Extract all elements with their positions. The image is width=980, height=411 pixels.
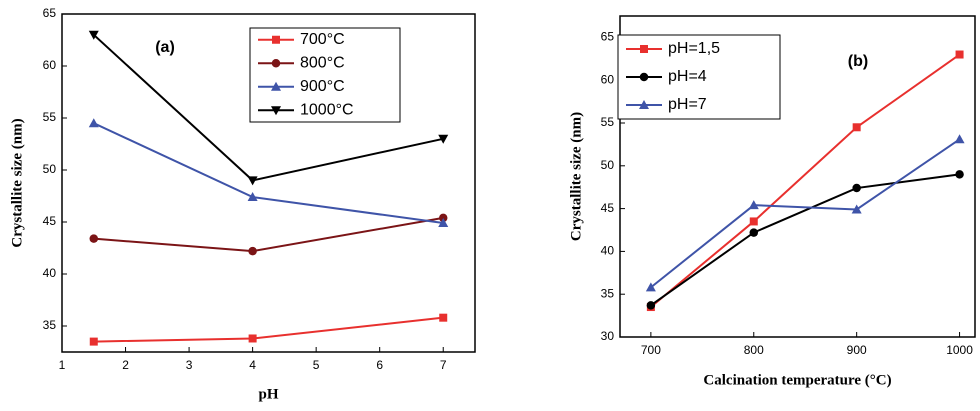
legend-label: pH=1,5 bbox=[668, 40, 720, 57]
x-tick-label: 2 bbox=[122, 358, 129, 372]
series-line bbox=[93, 216, 444, 253]
marker bbox=[272, 35, 280, 44]
y-tick-label: 35 bbox=[43, 318, 57, 332]
series-line bbox=[650, 53, 961, 308]
marker bbox=[640, 45, 648, 53]
marker bbox=[646, 301, 656, 310]
y-axis-label: Crystallite size (nm) bbox=[568, 112, 584, 241]
marker bbox=[247, 176, 258, 186]
x-tick-label: 6 bbox=[376, 358, 383, 372]
marker bbox=[438, 134, 449, 144]
marker bbox=[954, 134, 965, 144]
y-tick-label: 40 bbox=[43, 266, 57, 280]
annotation: (b) bbox=[848, 53, 868, 70]
marker bbox=[748, 200, 759, 210]
marker bbox=[749, 228, 759, 237]
marker bbox=[749, 217, 758, 226]
y-axis-label: Crystallite size (nm) bbox=[9, 118, 25, 247]
series-line bbox=[650, 173, 960, 307]
x-tick-label: 3 bbox=[186, 358, 193, 372]
marker bbox=[248, 246, 257, 256]
x-tick-label: 1 bbox=[59, 358, 66, 372]
x-tick-label: 700 bbox=[641, 343, 661, 357]
marker bbox=[955, 170, 964, 179]
x-tick-label: 5 bbox=[313, 358, 320, 372]
y-tick-label: 40 bbox=[601, 244, 615, 258]
marker bbox=[247, 192, 258, 202]
y-tick-label: 35 bbox=[601, 286, 615, 300]
marker bbox=[645, 282, 656, 292]
y-tick-label: 55 bbox=[601, 115, 615, 129]
y-tick-label: 50 bbox=[601, 158, 615, 172]
marker bbox=[89, 234, 99, 243]
y-tick-label: 60 bbox=[43, 58, 57, 72]
plot-frame bbox=[619, 15, 976, 338]
series-line bbox=[93, 316, 444, 343]
legend-label: pH=4 bbox=[668, 68, 707, 85]
x-tick-label: 7 bbox=[440, 358, 447, 372]
y-tick-label: 50 bbox=[43, 162, 57, 176]
legend-label: 900°C bbox=[300, 78, 345, 95]
legend-label: pH=7 bbox=[668, 96, 707, 113]
marker bbox=[852, 183, 861, 193]
y-tick-label: 60 bbox=[601, 72, 615, 86]
x-tick-label: 900 bbox=[847, 343, 867, 357]
x-tick-label: 800 bbox=[744, 343, 764, 357]
x-axis-label: Calcination temperature (°C) bbox=[703, 372, 891, 388]
marker bbox=[852, 123, 861, 132]
marker bbox=[439, 313, 448, 322]
y-tick-label: 65 bbox=[601, 30, 615, 44]
y-tick-label: 45 bbox=[43, 214, 57, 228]
marker bbox=[639, 72, 649, 82]
marker bbox=[271, 81, 281, 91]
y-tick-label: 45 bbox=[601, 201, 615, 215]
legend-label: 700°C bbox=[300, 31, 345, 48]
y-tick-label: 55 bbox=[43, 110, 57, 124]
marker bbox=[248, 334, 257, 343]
x-tick-label: 4 bbox=[249, 358, 256, 372]
x-axis-label: pH bbox=[258, 386, 278, 402]
marker bbox=[438, 218, 449, 228]
series-line bbox=[93, 122, 444, 225]
marker bbox=[438, 213, 448, 223]
marker bbox=[639, 100, 649, 109]
series-line bbox=[650, 138, 961, 289]
annotation: (a) bbox=[155, 39, 175, 56]
legend-label: 800°C bbox=[300, 54, 345, 71]
y-tick-label: 30 bbox=[601, 329, 615, 343]
legend-label: 1000°C bbox=[300, 101, 354, 118]
plot-frame bbox=[61, 13, 476, 353]
marker bbox=[955, 50, 964, 59]
marker bbox=[88, 118, 99, 128]
marker bbox=[851, 204, 862, 214]
marker bbox=[271, 59, 281, 68]
y-tick-label: 65 bbox=[43, 6, 57, 20]
marker bbox=[88, 30, 99, 40]
marker bbox=[89, 337, 98, 346]
x-tick-label: 1000 bbox=[946, 343, 973, 357]
marker bbox=[271, 106, 281, 116]
